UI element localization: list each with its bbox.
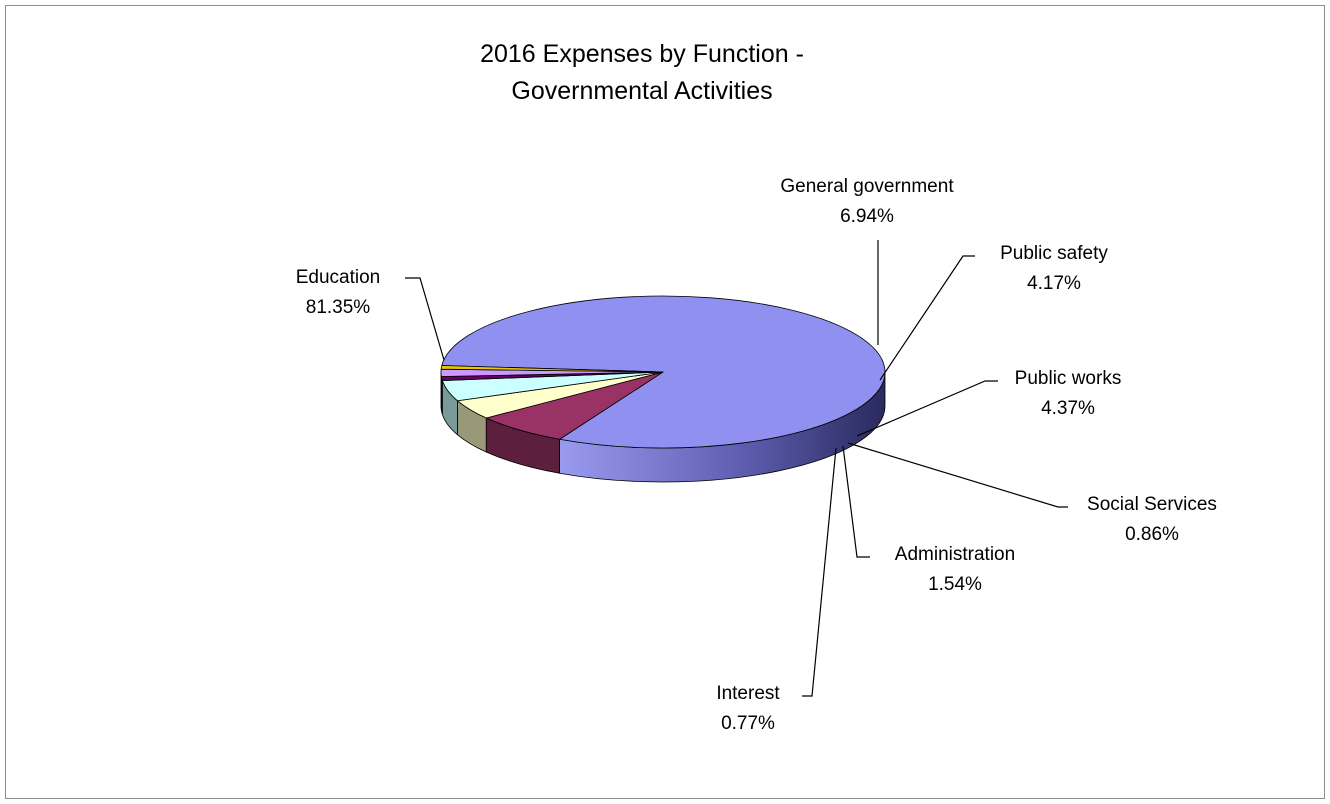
chart-title-line-1: 2016 Expenses by Function - xyxy=(480,40,804,68)
pie-slice-education xyxy=(441,295,886,449)
leader-line-interest xyxy=(802,447,837,697)
leader-lines xyxy=(405,240,1068,697)
slice-value-administration: 1.54% xyxy=(928,574,982,595)
slice-label-public-safety: Public safety xyxy=(1000,243,1108,264)
slice-label-public-works: Public works xyxy=(1015,368,1122,389)
chart-title-line-2: Governmental Activities xyxy=(511,77,772,105)
pie-tops xyxy=(440,295,886,449)
slice-value-education: 81.35% xyxy=(306,297,371,318)
slice-value-public-safety: 4.17% xyxy=(1027,273,1081,294)
pie-slice-interest xyxy=(440,365,664,373)
slice-label-general-government: General government xyxy=(780,176,954,197)
leader-line-administration xyxy=(842,445,870,558)
leader-line-education xyxy=(405,277,445,361)
slice-value-public-works: 4.37% xyxy=(1041,398,1095,419)
data-labels: Education 81.35% General government 6.94% Pu… xyxy=(296,176,1217,734)
slice-value-social-services: 0.86% xyxy=(1125,524,1179,545)
slice-label-social-services: Social Services xyxy=(1087,494,1217,515)
slice-label-interest: Interest xyxy=(716,683,780,704)
slice-value-interest: 0.77% xyxy=(721,713,775,734)
slice-label-education: Education xyxy=(296,267,381,288)
leader-line-public-works xyxy=(856,380,998,437)
slice-label-administration: Administration xyxy=(895,544,1015,565)
leader-line-public-safety xyxy=(879,255,975,381)
slice-value-general-government: 6.94% xyxy=(840,206,894,227)
leader-line-social-services xyxy=(847,442,1068,508)
chart-title: 2016 Expenses by Function - Governmental… xyxy=(480,40,804,105)
